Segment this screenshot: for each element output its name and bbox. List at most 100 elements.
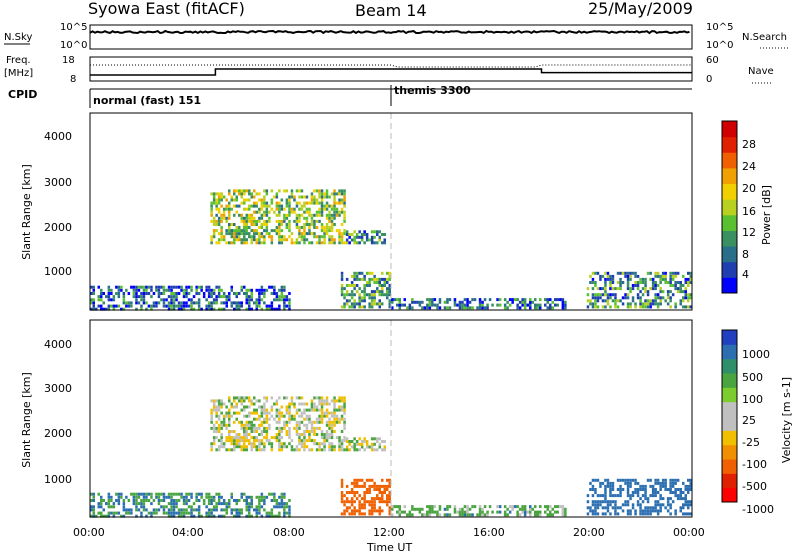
cpid-label: CPID	[8, 88, 37, 101]
echo-cell	[325, 423, 329, 427]
echo-cell	[220, 235, 223, 239]
echo-cell	[629, 305, 632, 309]
echo-cell	[654, 284, 657, 287]
echo-cell	[423, 306, 427, 310]
echo-cell	[130, 301, 133, 305]
echo-cell	[348, 491, 351, 494]
echo-cell	[250, 442, 253, 446]
echo-cell	[624, 293, 627, 297]
echo-cell	[661, 271, 665, 275]
echo-cell	[162, 499, 166, 502]
echo-cell	[270, 307, 274, 311]
echo-cell	[523, 507, 527, 511]
echo-cell	[268, 511, 271, 515]
echo-cell	[165, 495, 168, 499]
echo-cell	[215, 295, 218, 299]
echo-cell	[516, 510, 519, 514]
echo-cell	[268, 235, 271, 239]
echo-cell	[383, 440, 386, 443]
echo-cell	[260, 420, 264, 424]
echo-cell	[654, 478, 657, 482]
velocity-ytick-3000: 3000	[44, 382, 72, 395]
echo-cell	[431, 507, 434, 511]
echo-cell	[170, 492, 173, 496]
echo-cell	[536, 306, 539, 310]
echo-cell	[606, 296, 610, 300]
echo-cell	[601, 494, 605, 498]
echo-cell	[448, 505, 452, 509]
echo-cell	[478, 303, 482, 307]
echo-cell	[300, 195, 304, 199]
freq-top-tick: 18	[62, 55, 75, 66]
echo-cell	[549, 513, 552, 517]
echo-cell	[305, 232, 309, 236]
echo-cell	[313, 195, 316, 199]
echo-cell	[278, 304, 281, 308]
colorbar-swatch	[722, 199, 737, 216]
echo-cell	[180, 511, 183, 515]
echo-cell	[343, 192, 346, 196]
echo-cell	[666, 290, 670, 294]
echo-cell	[682, 296, 685, 300]
echo-cell	[687, 491, 690, 494]
echo-cell	[212, 192, 216, 196]
echo-cell	[283, 304, 286, 308]
echo-cell	[222, 307, 226, 311]
echo-cell	[606, 503, 610, 507]
echo-cell	[255, 408, 258, 412]
echo-cell	[360, 296, 364, 300]
echo-cell	[684, 484, 687, 488]
echo-cell	[383, 445, 386, 449]
echo-cell	[285, 201, 289, 205]
echo-cell	[258, 304, 261, 308]
echo-cell	[687, 271, 690, 275]
echo-cell	[320, 396, 324, 400]
echo-cell	[278, 514, 281, 518]
echo-cell	[132, 499, 136, 502]
echo-cell	[288, 430, 291, 433]
echo-cell	[288, 511, 291, 515]
echo-cell	[215, 213, 218, 217]
echo-cell	[167, 495, 171, 499]
echo-cell	[140, 304, 143, 308]
echo-cell	[325, 402, 329, 406]
echo-cell	[674, 488, 677, 491]
echo-cell	[491, 510, 494, 514]
echo-cell	[373, 241, 376, 245]
echo-cell	[228, 232, 231, 236]
echo-cell	[222, 195, 226, 199]
echo-cell	[137, 285, 141, 289]
echo-cell	[476, 306, 479, 310]
echo-cell	[283, 423, 286, 427]
velocity-cbar-tick-m500: -500	[742, 480, 767, 493]
echo-cell	[265, 304, 269, 308]
echo-cell	[140, 502, 143, 506]
echo-cell	[619, 491, 622, 494]
echo-cell	[320, 414, 324, 418]
echo-cell	[217, 439, 221, 443]
echo-cell	[122, 298, 126, 302]
echo-cell	[212, 408, 216, 412]
echo-cell	[363, 277, 366, 281]
echo-cell	[358, 277, 361, 281]
echo-cell	[258, 192, 261, 196]
power-panel: 1000 2000 3000 4000 Slant Range [km] 4 8…	[20, 112, 773, 311]
echo-cell	[325, 192, 329, 196]
echo-cell	[243, 192, 246, 196]
echo-cell	[135, 298, 138, 302]
echo-cell	[210, 420, 213, 424]
echo-cell	[589, 506, 592, 510]
echo-cell	[561, 513, 565, 517]
echo-cell	[325, 430, 329, 433]
echo-cell	[217, 288, 221, 292]
echo-cell	[172, 301, 176, 305]
echo-cell	[591, 500, 595, 504]
echo-cell	[358, 271, 361, 275]
echo-cell	[265, 417, 269, 421]
echo-cell	[536, 510, 539, 514]
echo-cell	[255, 298, 258, 302]
echo-cell	[373, 481, 376, 485]
echo-cell	[308, 436, 311, 440]
echo-cell	[491, 303, 494, 307]
echo-cell	[278, 505, 281, 509]
